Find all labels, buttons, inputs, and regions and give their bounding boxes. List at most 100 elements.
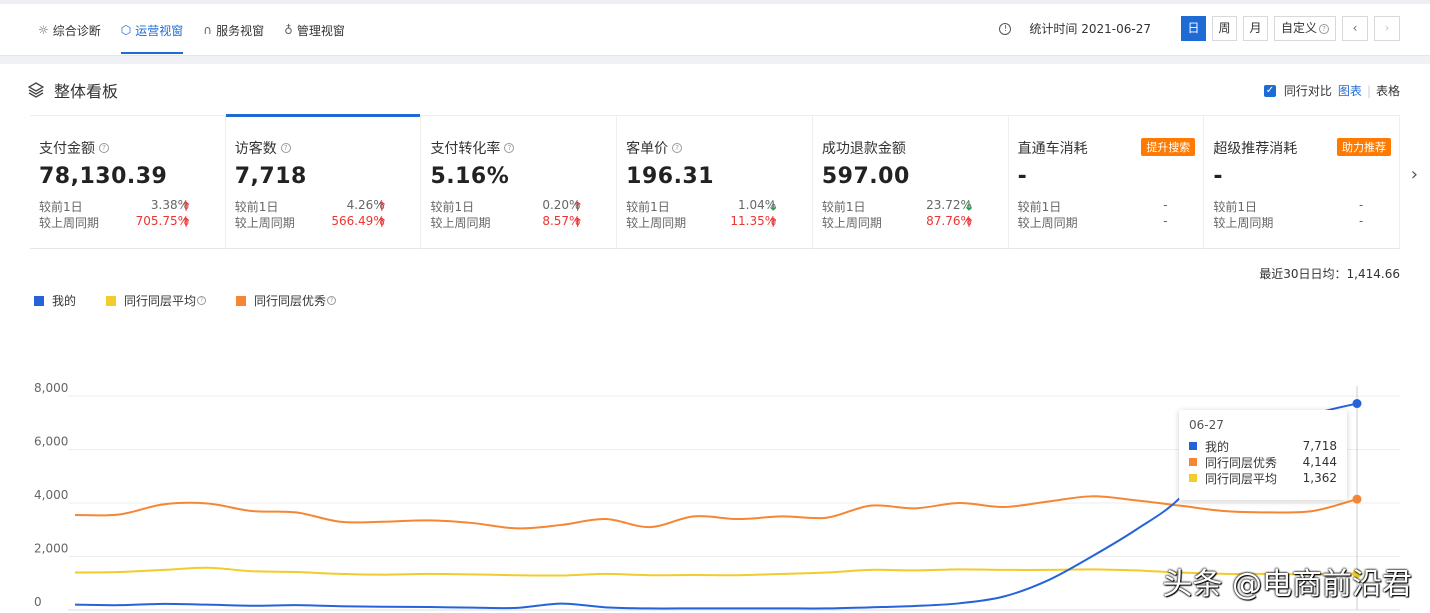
y-tick-label: 8,000 [34,381,68,395]
tooltip-swatch [1189,442,1197,450]
prev-date-button[interactable]: ‹ [1342,16,1368,41]
arrow-up-icon: 🡑 [574,199,581,213]
peer-compare-checkbox[interactable]: ✓ [1263,84,1276,97]
metric-value: 196.31 [626,164,715,189]
next-date-button[interactable]: › [1374,16,1400,41]
date-toolbar: ! 统计时间 2021-06-27 日 周 月 自定义? ‹ › [999,16,1400,41]
compare-row: 较前1日 3.38% [39,198,189,215]
compare-value: 8.57% [542,214,581,228]
table-view-link[interactable]: 表格 [1375,84,1400,98]
day-button[interactable]: 日 [1180,16,1206,41]
metric-title-text: 成功退款金额 [821,141,906,157]
tab-operation[interactable]: ⬡ 运营视窗 [120,4,184,56]
compare-label: 较上周同期 [1017,216,1078,230]
compare-value: - [1358,198,1364,212]
metric-card[interactable]: 成功退款金额 597.00 较前1日 23.72% 🡓 较上周同期 87.76% 🡑 [813,116,1009,249]
legend-label: 我的 [52,294,77,308]
compare-label: 较上周同期 [1213,216,1274,230]
compare-value: 23.72% [926,198,972,212]
chevron-right-icon[interactable]: › [1410,164,1418,185]
info-icon[interactable]: ! [999,22,1012,35]
custom-range-button[interactable]: 自定义? [1273,16,1336,41]
compare-label: 较前1日 [821,200,866,214]
legend-item-excellent[interactable]: 同行同层优秀? [236,292,337,309]
tab-label: 管理视窗 [296,23,345,38]
compare-row: 较上周同期 11.35% [626,214,776,231]
tab-diagnose[interactable]: ☼ 综合诊断 [38,4,101,56]
arrow-up-icon: 🡑 [574,215,581,229]
legend-label: 同行同层优秀 [254,294,327,308]
tooltip-row: 我的 7,718 [1189,438,1337,454]
compare-value: 11.35% [730,214,777,228]
arrow-up-icon: 🡑 [770,215,777,229]
chevron-left-icon: ‹ [1352,21,1358,35]
compare-label: 较前1日 [1017,200,1062,214]
tooltip-row: 同行同层平均 1,362 [1189,470,1337,486]
legend-swatch [34,295,44,306]
y-tick-label: 0 [34,595,42,609]
compare-label: 较上周同期 [39,216,100,230]
metric-title-text: 支付金额 [39,141,95,157]
metric-title-text: 客单价 [626,141,669,157]
compare-label: 较前1日 [234,200,279,214]
arrow-down-icon: 🡓 [965,199,973,213]
legend-item-avg[interactable]: 同行同层平均? [106,292,207,309]
help-icon: ? [327,296,337,305]
compare-label: 较前1日 [430,200,475,214]
metric-title: 超级推荐消耗 [1213,138,1399,158]
compare-value: - [1163,214,1168,228]
compare-row: 较前1日 - [1018,198,1168,215]
metric-title: 客单价? [626,138,812,158]
compare-label: 较上周同期 [234,216,295,230]
promo-badge[interactable]: 提升搜索 [1141,138,1196,156]
help-icon: ? [1319,23,1329,34]
chart-view-link[interactable]: 图表 [1337,84,1362,98]
compare-label: 较上周同期 [821,216,882,230]
trend-line-chart: 8,0006,0004,0002,000005-2905-3106-0206-0… [34,381,1400,611]
watermark: 头条 @电商前沿君 [1162,567,1412,602]
tooltip-name: 同行同层优秀 [1205,455,1278,470]
tooltip-value: 1,362 [1302,471,1337,485]
metric-value: - [1017,164,1028,189]
compare-label: 较上周同期 [430,216,491,230]
promo-badge[interactable]: 助力推荐 [1337,138,1392,156]
arrow-up-icon: 🡑 [183,215,190,229]
help-icon: ? [504,143,515,153]
arrow-up-icon: 🡑 [378,215,385,229]
metric-value: - [1213,164,1223,189]
metric-cards: 支付金额? 78,130.39 较前1日 3.38% 🡑 较上周同期 705.75% 🡑 访客数… [30,114,1401,249]
metric-card[interactable]: 支付金额? 78,130.39 较前1日 3.38% 🡑 较上周同期 705.75% 🡑 [30,116,226,249]
tab-manage[interactable]: ♁ 管理视窗 [284,4,345,56]
chart-tooltip: 06-27 我的 7,718 同行同层优秀 4,144 同行同层平均 1,362 [1179,410,1347,500]
help-icon: ? [280,143,291,153]
series-point-1 [1352,569,1362,579]
stat-time: 统计时间 2021-06-27 [1029,22,1151,36]
metric-card[interactable]: 超级推荐消耗 助力推荐 - 较前1日 - 较上周同期 - [1204,116,1401,249]
tab-service[interactable]: ∩ 服务视窗 [203,4,264,56]
headset-icon: ∩ [203,23,213,37]
legend-item-mine[interactable]: 我的 [34,292,76,309]
metric-card[interactable]: 客单价? 196.31 较前1日 1.04% 🡓 较上周同期 11.35% 🡑 [617,116,813,249]
avg-note: 最近30日日均：1,414.66 [1259,267,1400,281]
help-icon: ? [197,296,207,305]
series-line-1 [74,566,1358,577]
compare-row: 较前1日 1.04% [626,198,776,215]
compare-row: 较上周同期 - [1018,214,1168,231]
compare-label: 较上周同期 [626,216,687,230]
week-button[interactable]: 周 [1211,16,1237,41]
metric-card[interactable]: 支付转化率? 5.16% 较前1日 0.20% 🡑 较上周同期 8.57% 🡑 [421,116,618,249]
legend-label: 同行同层平均 [124,294,197,308]
compare-row: 较前1日 4.26% [235,198,385,215]
series-line-2 [74,495,1358,530]
tooltip-value: 7,718 [1302,439,1337,453]
tab-label: 运营视窗 [135,23,184,38]
compare-value: 87.76% [926,214,972,228]
series-line-0 [74,402,1358,610]
metric-card[interactable]: 直通车消耗 提升搜索 - 较前1日 - 较上周同期 - [1009,116,1205,249]
compare-value: 566.49% [331,214,385,228]
month-button[interactable]: 月 [1242,16,1268,41]
metric-card[interactable]: 访客数? 7,718 较前1日 4.26% 🡑 较上周同期 566.49% 🡑 [225,114,422,249]
diagnose-icon: ☼ [38,23,49,37]
y-tick-label: 2,000 [34,542,68,556]
metric-title: 直通车消耗 [1018,138,1204,158]
